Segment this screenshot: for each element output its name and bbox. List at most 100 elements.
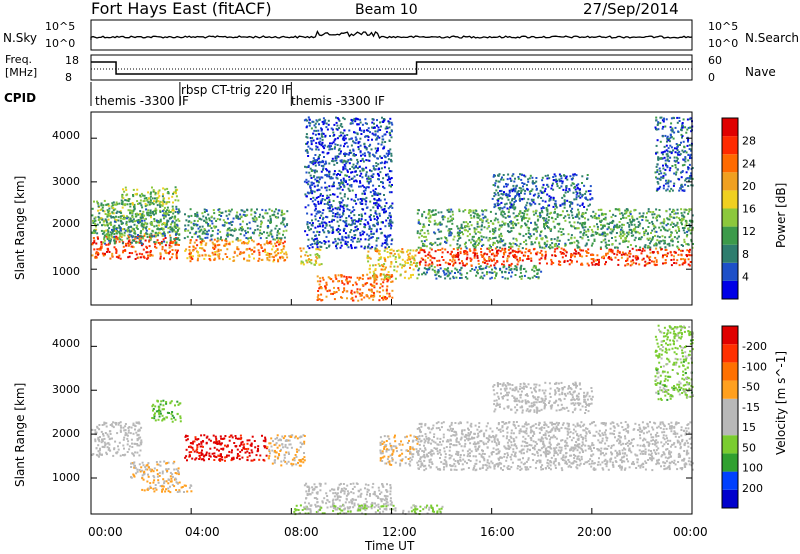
velocity-colorbar-tick: -15 bbox=[742, 401, 760, 414]
velocity-colorbar-tick: 15 bbox=[742, 421, 756, 434]
freq-tick-top: 18 bbox=[65, 54, 79, 67]
velocity-colorbar-cell bbox=[722, 453, 738, 472]
power-colorbar-cell bbox=[722, 208, 738, 227]
velocity-colorbar-tick: 50 bbox=[742, 441, 756, 454]
velocity-colorbar-cell bbox=[722, 326, 738, 345]
power-ytick-3000: 3000 bbox=[52, 175, 80, 188]
velocity-band-4 bbox=[141, 478, 193, 494]
velocity-band-1 bbox=[130, 460, 180, 480]
power-band-11 bbox=[417, 264, 543, 280]
power-colorbar-tick: 4 bbox=[742, 270, 749, 283]
nsky-panel-frame bbox=[90, 19, 693, 51]
power-colorbar-cell bbox=[722, 190, 738, 209]
power-band-14 bbox=[303, 116, 394, 250]
nave-label: Nave bbox=[745, 65, 776, 79]
velocity-colorbar-tick: 100 bbox=[742, 462, 763, 475]
cpid-segment-3: themis -3300 IF bbox=[291, 94, 385, 108]
power-colorbar-cell bbox=[722, 262, 738, 281]
freq-unit-label: [MHz] bbox=[5, 66, 38, 79]
nsearch-tick-top: 10^5 bbox=[708, 20, 739, 33]
nsky-label: N.Sky bbox=[3, 31, 38, 45]
power-colorbar-cell bbox=[722, 136, 738, 155]
power-colorbar-cell bbox=[722, 172, 738, 191]
velocity-band-9 bbox=[293, 504, 444, 516]
time-axis-label: Time UT bbox=[365, 539, 415, 553]
power-colorbar-cell bbox=[722, 154, 738, 173]
time-tick-0: 00:00 bbox=[88, 525, 123, 539]
station-title: Fort Hays East (fitACF) bbox=[91, 0, 272, 18]
time-tick-5: 20:00 bbox=[577, 525, 612, 539]
time-tick-4: 16:00 bbox=[480, 525, 515, 539]
velocity-ytick-2000: 2000 bbox=[52, 427, 80, 440]
time-tick-6: 00:00 bbox=[673, 525, 708, 539]
power-band-6 bbox=[299, 247, 323, 266]
power-band-5 bbox=[183, 208, 289, 241]
power-colorbar-tick: 28 bbox=[742, 135, 756, 148]
velocity-band-10 bbox=[654, 324, 694, 401]
cpid-segment-2: rbsp CT-trig 220 IF bbox=[181, 83, 292, 97]
nave-tick-bottom: 0 bbox=[708, 71, 715, 84]
cpid-segment-1: themis -3300 IF bbox=[95, 94, 189, 108]
power-band-12 bbox=[491, 173, 594, 210]
velocity-colorbar-cell bbox=[722, 435, 738, 454]
power-band-8 bbox=[366, 247, 419, 280]
velocity-ytick-3000: 3000 bbox=[52, 383, 80, 396]
velocity-ytick-4000: 4000 bbox=[52, 337, 80, 350]
velocity-colorbar-cell bbox=[722, 344, 738, 363]
power-ytick-4000: 4000 bbox=[52, 129, 80, 142]
date-label: 27/Sep/2014 bbox=[583, 0, 679, 18]
nave-tick-top: 60 bbox=[708, 54, 722, 67]
velocity-band-7 bbox=[379, 434, 419, 467]
power-colorbar-cell bbox=[722, 280, 738, 299]
power-colorbar-cell bbox=[722, 226, 738, 245]
velocity-band-11 bbox=[492, 381, 594, 414]
power-colorbar-tick: 24 bbox=[742, 157, 756, 170]
power-colorbar-tick: 8 bbox=[742, 248, 749, 261]
freq-tick-bottom: 8 bbox=[65, 71, 72, 84]
velocity-colorbar-frame bbox=[721, 325, 739, 509]
velocity-colorbar-cell bbox=[722, 362, 738, 381]
velocity-colorbar-tick: -50 bbox=[742, 381, 760, 394]
velocity-colorbar-tick: 200 bbox=[742, 482, 763, 495]
freq-panel-frame bbox=[90, 54, 693, 81]
velocity-ytick-1000: 1000 bbox=[52, 471, 80, 484]
power-band-2 bbox=[101, 208, 181, 245]
nsky-trace bbox=[90, 29, 693, 40]
velocity-colorbar-tick: -100 bbox=[742, 360, 767, 373]
power-colorbar-tick: 12 bbox=[742, 225, 756, 238]
freq-label: Freq. bbox=[5, 53, 33, 66]
velocity-band-3 bbox=[184, 434, 268, 462]
velocity-band-0 bbox=[91, 421, 143, 458]
time-tick-3: 12:00 bbox=[382, 525, 417, 539]
power-colorbar-frame bbox=[721, 117, 739, 300]
velocity-colorbar-cell bbox=[722, 417, 738, 436]
cpid-label: CPID bbox=[4, 91, 37, 105]
velocity-band-8 bbox=[416, 421, 694, 472]
velocity-band-5 bbox=[266, 434, 306, 467]
velocity-band-2 bbox=[151, 399, 182, 423]
power-band-10 bbox=[416, 208, 694, 250]
power-ytick-2000: 2000 bbox=[52, 217, 80, 230]
power-colorbar-cell bbox=[722, 118, 738, 137]
power-colorbar-tick: 16 bbox=[742, 203, 756, 216]
velocity-colorbar-cell bbox=[722, 380, 738, 399]
power-band-7 bbox=[316, 273, 394, 302]
velocity-band-6 bbox=[303, 482, 393, 511]
power-colorbar-tick: 20 bbox=[742, 180, 756, 193]
velocity-colorbar-cell bbox=[722, 398, 738, 417]
nsearch-tick-bottom: 10^0 bbox=[708, 37, 739, 50]
nsky-tick-top: 10^5 bbox=[45, 20, 76, 33]
power-band-9 bbox=[417, 247, 693, 267]
power-band-4 bbox=[184, 238, 289, 263]
time-tick-2: 08:00 bbox=[284, 525, 319, 539]
nsky-tick-bottom: 10^0 bbox=[45, 37, 76, 50]
velocity-colorbar-cell bbox=[722, 489, 738, 508]
nsearch-label: N.Search bbox=[745, 31, 800, 45]
freq-trace bbox=[91, 61, 692, 75]
power-colorbar-cell bbox=[722, 244, 738, 263]
power-ytick-1000: 1000 bbox=[52, 265, 80, 278]
beam-label: Beam 10 bbox=[355, 2, 418, 18]
power-band-3 bbox=[121, 186, 179, 206]
